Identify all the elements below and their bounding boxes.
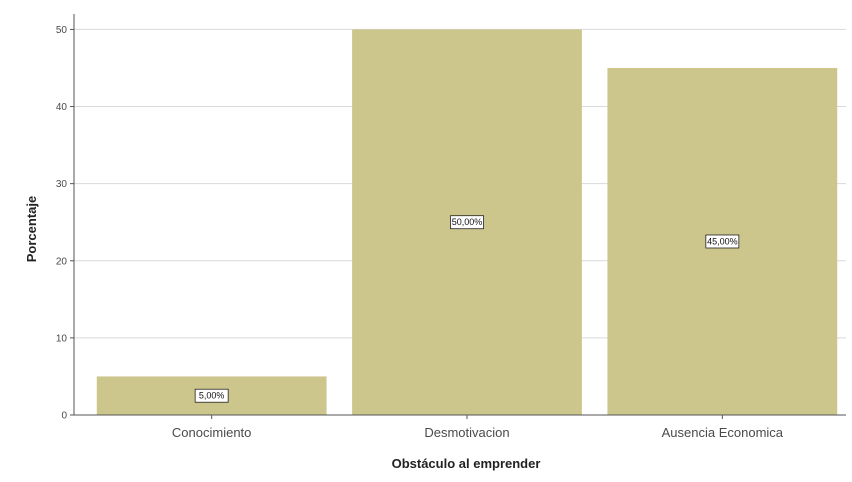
x-category-label: Desmotivacion: [424, 425, 509, 440]
x-category-label: Ausencia Economica: [662, 425, 784, 440]
y-tick-label-20: 20: [56, 256, 68, 267]
data-label-box: [450, 215, 484, 230]
y-tick-label-40: 40: [56, 102, 68, 113]
y-tick-label-0: 0: [61, 411, 67, 422]
x-category-label: Conocimiento: [172, 425, 252, 440]
x-category-labels: Conocimiento Desmotivacion Ausencia Econom…: [172, 415, 784, 440]
data-label: 45,00%: [707, 236, 738, 246]
data-label: 50,00%: [452, 217, 483, 227]
y-axis-title: Porcentaje: [24, 196, 39, 262]
x-axis-title: Obstáculo al emprender: [392, 456, 541, 471]
data-label: 5,00%: [199, 391, 225, 401]
data-label-box: [194, 388, 229, 403]
axes: [73, 14, 846, 416]
data-label-box: [705, 234, 740, 249]
y-tick-labels: 0 10 20 30 40 50: [56, 25, 74, 422]
data-labels: 5,00% 50,00% 45,00%: [194, 215, 740, 403]
y-tick-label-10: 10: [56, 333, 68, 344]
y-tick-label-50: 50: [56, 25, 68, 36]
y-tick-label-30: 30: [56, 179, 68, 190]
